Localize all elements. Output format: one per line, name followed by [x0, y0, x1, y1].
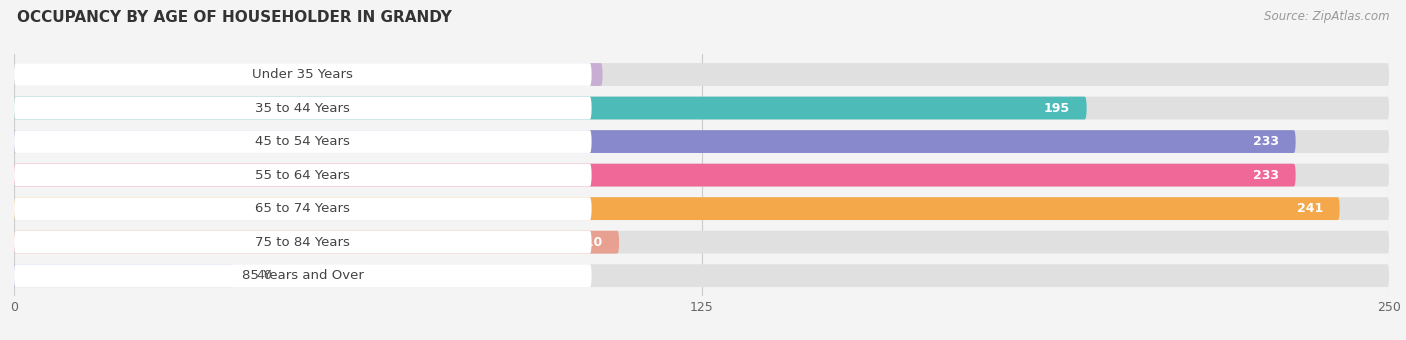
FancyBboxPatch shape — [14, 231, 592, 254]
Text: 85 Years and Over: 85 Years and Over — [242, 269, 364, 282]
Text: 233: 233 — [1253, 169, 1279, 182]
FancyBboxPatch shape — [14, 97, 1087, 119]
FancyBboxPatch shape — [14, 63, 1389, 86]
FancyBboxPatch shape — [14, 63, 592, 86]
FancyBboxPatch shape — [14, 231, 1389, 254]
FancyBboxPatch shape — [14, 197, 1389, 220]
Text: 45 to 54 Years: 45 to 54 Years — [256, 135, 350, 148]
FancyBboxPatch shape — [14, 231, 619, 254]
Text: 107: 107 — [560, 68, 586, 81]
FancyBboxPatch shape — [14, 63, 603, 86]
FancyBboxPatch shape — [14, 197, 592, 220]
FancyBboxPatch shape — [14, 264, 592, 287]
FancyBboxPatch shape — [14, 164, 1389, 187]
Text: 110: 110 — [576, 236, 603, 249]
FancyBboxPatch shape — [14, 164, 1295, 187]
Text: 55 to 64 Years: 55 to 64 Years — [256, 169, 350, 182]
Text: Source: ZipAtlas.com: Source: ZipAtlas.com — [1264, 10, 1389, 23]
Text: 35 to 44 Years: 35 to 44 Years — [256, 102, 350, 115]
Text: 195: 195 — [1045, 102, 1070, 115]
Text: OCCUPANCY BY AGE OF HOUSEHOLDER IN GRANDY: OCCUPANCY BY AGE OF HOUSEHOLDER IN GRAND… — [17, 10, 451, 25]
Text: 40: 40 — [256, 269, 271, 282]
Text: 65 to 74 Years: 65 to 74 Years — [256, 202, 350, 215]
FancyBboxPatch shape — [14, 264, 233, 287]
FancyBboxPatch shape — [14, 97, 592, 119]
Text: 233: 233 — [1253, 135, 1279, 148]
FancyBboxPatch shape — [14, 130, 592, 153]
Text: Under 35 Years: Under 35 Years — [253, 68, 353, 81]
Text: 75 to 84 Years: 75 to 84 Years — [256, 236, 350, 249]
FancyBboxPatch shape — [14, 130, 1295, 153]
FancyBboxPatch shape — [14, 130, 1389, 153]
FancyBboxPatch shape — [14, 97, 1389, 119]
FancyBboxPatch shape — [14, 264, 1389, 287]
Text: 241: 241 — [1296, 202, 1323, 215]
FancyBboxPatch shape — [14, 197, 1340, 220]
FancyBboxPatch shape — [14, 164, 592, 187]
